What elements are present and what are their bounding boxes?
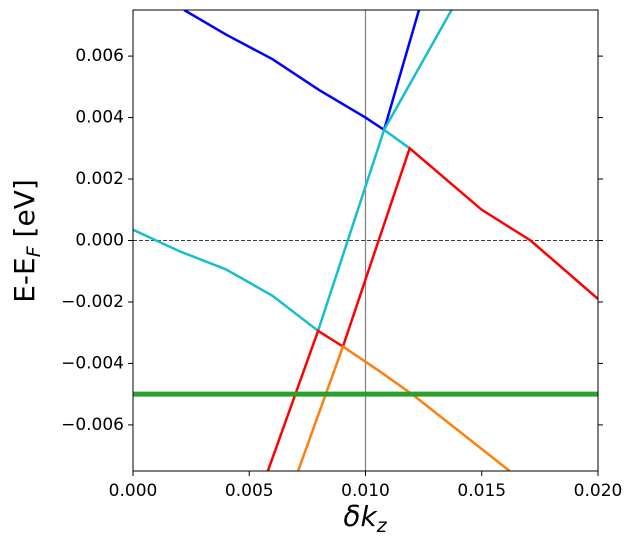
line-series: [296, 344, 511, 471]
y-label-unit: [eV]: [8, 179, 41, 246]
x-tick-label: 0.000: [109, 481, 158, 501]
y-tick-label: 0.002: [75, 169, 124, 189]
x-label-sub: z: [376, 515, 388, 537]
y-tick-label: −0.006: [61, 415, 124, 435]
y-axis-label: E-EF [eV]: [8, 179, 45, 303]
x-tick-label: 0.010: [341, 481, 390, 501]
y-tick-label: 0.000: [75, 231, 124, 251]
y-tick-label: 0.004: [75, 108, 124, 128]
line-series: [133, 10, 453, 333]
y-tick-label: −0.002: [61, 292, 124, 312]
y-label-sub: F: [23, 245, 45, 257]
x-label-main: δk: [343, 500, 378, 533]
y-tick-label: −0.004: [61, 353, 124, 373]
y-label-main: E-E: [8, 257, 41, 303]
line-series: [266, 146, 598, 471]
x-tick-label: 0.015: [457, 481, 506, 501]
x-tick-label: 0.005: [225, 481, 274, 501]
x-tick-label: 0.020: [574, 481, 623, 501]
line-series: [183, 10, 421, 132]
y-tick-label: 0.006: [75, 46, 124, 66]
x-axis-label: δkz: [343, 500, 387, 537]
